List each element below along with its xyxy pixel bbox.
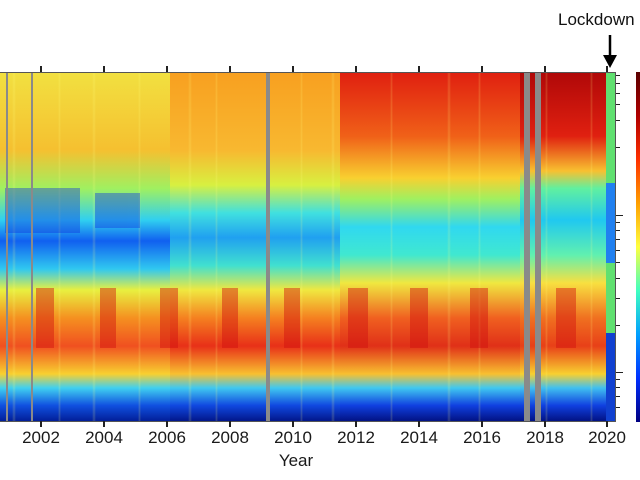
y-minor-tick xyxy=(616,298,620,299)
bottom-tick xyxy=(606,421,608,427)
x-tick-label: 2016 xyxy=(463,428,501,447)
colorbar xyxy=(636,72,640,422)
y-minor-tick xyxy=(616,83,620,84)
top-tick xyxy=(292,66,294,72)
y-minor-tick xyxy=(616,250,620,251)
x-tick-label: 2004 xyxy=(85,428,123,447)
y-minor-tick xyxy=(616,120,620,121)
y-minor-tick xyxy=(616,396,620,397)
top-tick xyxy=(606,66,608,72)
arrow-down-icon xyxy=(603,35,617,68)
y-minor-tick xyxy=(616,278,620,279)
bottom-tick xyxy=(418,421,420,427)
lockdown-annotation: Lockdown xyxy=(558,10,635,29)
y-minor-tick xyxy=(616,93,620,94)
top-tick xyxy=(166,66,168,72)
bottom-tick xyxy=(229,421,231,427)
y-minor-tick xyxy=(616,239,620,240)
y-minor-tick xyxy=(616,407,620,408)
x-tick-label: 2018 xyxy=(526,428,564,447)
y-minor-tick xyxy=(616,379,620,380)
x-tick-label: 2012 xyxy=(337,428,375,447)
top-tick xyxy=(355,66,357,72)
bottom-tick xyxy=(292,421,294,427)
y-minor-tick xyxy=(616,230,620,231)
bottom-tick xyxy=(481,421,483,427)
y-major-tick xyxy=(616,215,623,216)
x-tick-label: 2020 xyxy=(588,428,626,447)
x-tick-label: 2014 xyxy=(400,428,438,447)
top-tick xyxy=(481,66,483,72)
bottom-tick xyxy=(103,421,105,427)
x-tick-label: 2006 xyxy=(148,428,186,447)
x-axis-label: Year xyxy=(278,451,314,470)
y-minor-tick xyxy=(616,222,620,223)
bottom-tick xyxy=(40,421,42,427)
y-minor-tick xyxy=(616,75,620,76)
bottom-tick xyxy=(166,421,168,427)
y-minor-tick xyxy=(616,147,620,148)
y-minor-tick xyxy=(616,325,620,326)
x-tick-label: 2008 xyxy=(211,428,249,447)
top-tick xyxy=(40,66,42,72)
top-tick xyxy=(544,66,546,72)
top-tick xyxy=(418,66,420,72)
x-tick-label: 2010 xyxy=(274,428,312,447)
y-minor-tick xyxy=(616,262,620,263)
bottom-tick xyxy=(355,421,357,427)
x-tick-label: 2002 xyxy=(22,428,60,447)
bottom-tick xyxy=(544,421,546,427)
y-major-tick xyxy=(616,372,623,373)
top-tick xyxy=(103,66,105,72)
spectrogram-plot xyxy=(0,72,616,422)
y-minor-tick xyxy=(616,387,620,388)
y-minor-tick xyxy=(616,104,620,105)
top-tick xyxy=(229,66,231,72)
